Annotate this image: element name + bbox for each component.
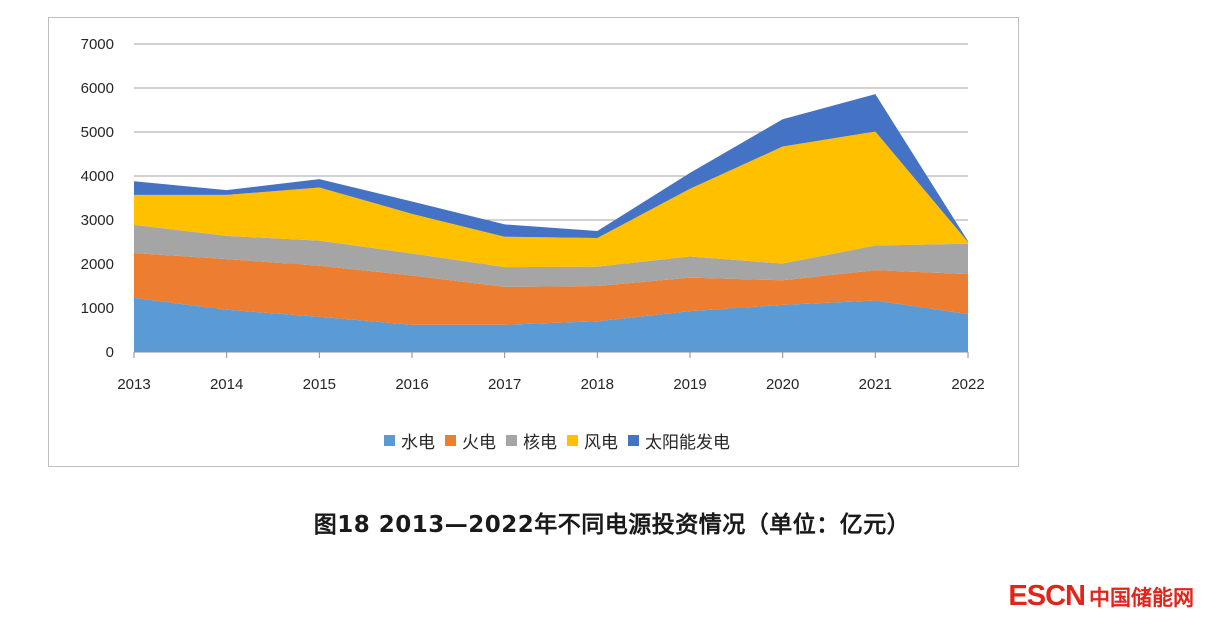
x-tick-label: 2019 (673, 376, 706, 393)
area-series (134, 94, 968, 352)
x-tick-label: 2017 (488, 376, 521, 393)
y-tick-label: 6000 (81, 80, 114, 97)
figure-caption: 图18 2013—2022年不同电源投资情况（单位：亿元） (313, 512, 911, 538)
area-series-0 (134, 297, 968, 352)
x-tick-label: 2020 (766, 376, 799, 393)
y-tick-label: 5000 (81, 124, 114, 141)
y-tick-label: 0 (106, 344, 114, 361)
legend: 水电 火电 核电 风电 太阳能发电 (384, 428, 740, 453)
legend-label: 火电 (462, 432, 496, 453)
y-tick-label: 2000 (81, 256, 114, 273)
x-tick-label: 2015 (303, 376, 336, 393)
area-series-3 (134, 131, 968, 268)
legend-label: 风电 (584, 432, 618, 453)
area-series-1 (134, 253, 968, 325)
watermark-site-name: 中国储能网 (1089, 586, 1194, 610)
legend-swatch (445, 434, 456, 446)
watermark-logo: ESCN 中国储能网 (1008, 580, 1194, 613)
legend-label: 核电 (523, 432, 557, 453)
x-tick-label: 2016 (395, 376, 428, 393)
area-series-2 (134, 224, 968, 287)
legend-swatch (628, 434, 639, 446)
y-tick-label: 4000 (81, 168, 114, 185)
legend-swatch (384, 434, 395, 446)
legend-swatch (506, 434, 517, 446)
legend-label: 水电 (401, 432, 435, 453)
legend-item: 风电 (567, 428, 618, 453)
x-tick-label: 2021 (859, 376, 892, 393)
legend-item: 水电 (384, 428, 435, 453)
watermark-brand: ESCN (1008, 580, 1086, 612)
x-tick-label: 2013 (117, 376, 150, 393)
area-series-4 (134, 94, 968, 242)
x-tick-labels: 2013 2014 2015 2016 2017 2018 2019 2020 2021 2022 (117, 376, 984, 393)
legend-item: 太阳能发电 (628, 428, 730, 453)
legend-swatch (567, 434, 578, 446)
legend-label: 太阳能发电 (645, 432, 730, 453)
y-tick-labels: 0 1000 2000 3000 4000 5000 6000 7000 (81, 36, 114, 361)
y-tick-label: 7000 (81, 36, 114, 53)
y-tick-label: 3000 (81, 212, 114, 229)
x-tick-label: 2018 (581, 376, 614, 393)
x-tick-label: 2014 (210, 376, 243, 393)
y-tick-label: 1000 (81, 300, 114, 317)
axes (133, 351, 969, 358)
legend-item: 火电 (445, 428, 496, 453)
x-tick-label: 2022 (951, 376, 984, 393)
legend-item: 核电 (506, 428, 557, 453)
